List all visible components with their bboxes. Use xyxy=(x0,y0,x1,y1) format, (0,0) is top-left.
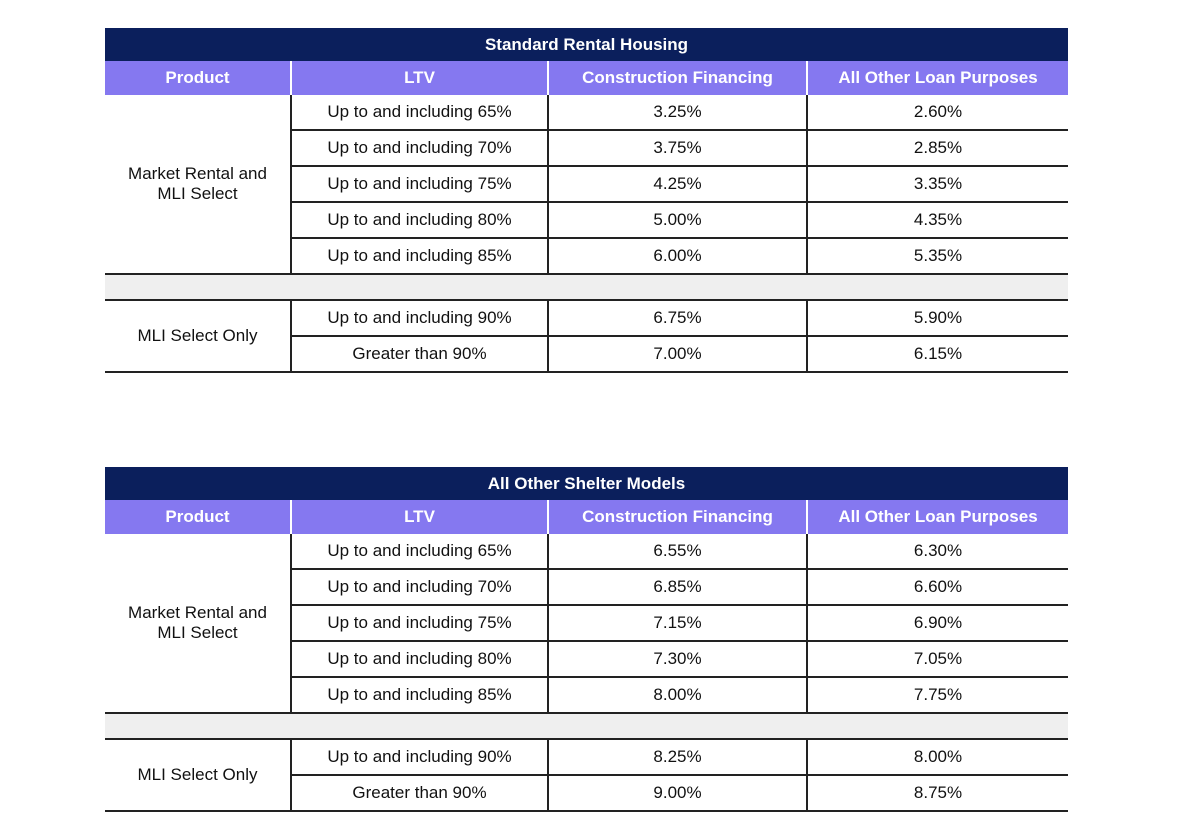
table-row: Greater than 90% 9.00% 8.75% xyxy=(105,775,1068,812)
product-cell: MLI Select Only xyxy=(105,739,292,812)
construction-rate-cell: 6.55% xyxy=(548,534,808,570)
other-rate-cell: 3.35% xyxy=(807,166,1069,203)
construction-rate-cell: 6.00% xyxy=(548,238,808,275)
other-rate-cell: 6.90% xyxy=(807,605,1068,642)
other-rate-cell: 7.05% xyxy=(807,641,1068,678)
table-row: Market Rental and MLI Select Up to and i… xyxy=(105,95,1069,275)
table-row: Up to and including 75% 4.25% 3.35% xyxy=(105,166,1069,203)
other-rate-cell: 7.75% xyxy=(807,677,1068,714)
ltv-cell: Up to and including 90% xyxy=(291,739,549,776)
ltv-cell: Up to and including 75% xyxy=(291,605,549,642)
other-rate-cell: 8.75% xyxy=(807,775,1068,812)
table-row: Up to and including 70% 6.85% 6.60% xyxy=(105,569,1068,606)
construction-rate-cell: 4.25% xyxy=(548,166,808,203)
table-row: Up to and including 85% 6.00% 5.35% xyxy=(105,238,1069,275)
ltv-cell: Up to and including 85% xyxy=(291,677,549,714)
ltv-cell: Up to and including 80% xyxy=(291,202,549,239)
construction-rate-cell: 9.00% xyxy=(548,775,808,812)
table-row: Up to and including 75% 7.15% 6.90% xyxy=(105,605,1068,642)
header-construction-financing: Construction Financing xyxy=(548,61,808,95)
table-row: Greater than 90% 7.00% 6.15% xyxy=(105,336,1069,373)
group-separator xyxy=(105,713,1068,740)
table-title-row: Standard Rental Housing xyxy=(105,28,1069,61)
header-all-other-loan-purposes: All Other Loan Purposes xyxy=(807,500,1068,534)
header-product: Product xyxy=(105,500,292,534)
ltv-cell: Up to and including 90% xyxy=(291,300,549,337)
standard-rental-housing-table: Standard Rental Housing Product LTV Cons… xyxy=(105,28,1069,373)
construction-rate-cell: 8.00% xyxy=(548,677,808,714)
header-construction-financing: Construction Financing xyxy=(548,500,808,534)
header-product: Product xyxy=(105,61,292,95)
product-cell: MLI Select Only xyxy=(105,300,292,373)
column-header-row: Product LTV Construction Financing All O… xyxy=(105,61,1069,95)
other-rate-cell: 8.00% xyxy=(807,739,1068,776)
table-row: Up to and including 80% 7.30% 7.05% xyxy=(105,641,1068,678)
table-row: Up to and including 80% 5.00% 4.35% xyxy=(105,202,1069,239)
other-rate-cell: 5.90% xyxy=(807,300,1069,337)
other-rate-cell: 4.35% xyxy=(807,202,1069,239)
header-ltv: LTV xyxy=(291,61,549,95)
header-all-other-loan-purposes: All Other Loan Purposes xyxy=(807,61,1069,95)
ltv-cell: Up to and including 85% xyxy=(291,238,549,275)
header-ltv: LTV xyxy=(291,500,549,534)
construction-rate-cell: 8.25% xyxy=(548,739,808,776)
table-row: Up to and including 85% 8.00% 7.75% xyxy=(105,677,1068,714)
ltv-cell: Up to and including 75% xyxy=(291,166,549,203)
other-rate-cell: 5.35% xyxy=(807,238,1069,275)
construction-rate-cell: 7.15% xyxy=(548,605,808,642)
construction-rate-cell: 7.30% xyxy=(548,641,808,678)
construction-rate-cell: 7.00% xyxy=(548,336,808,373)
ltv-cell: Up to and including 70% xyxy=(291,130,549,167)
construction-rate-cell: 5.00% xyxy=(548,202,808,239)
ltv-cell: Up to and including 70% xyxy=(291,569,549,606)
ltv-cell: Greater than 90% xyxy=(291,775,549,812)
construction-rate-cell: 3.25% xyxy=(548,95,808,131)
construction-rate-cell: 6.75% xyxy=(548,300,808,337)
table-title: All Other Shelter Models xyxy=(105,467,1068,500)
other-rate-cell: 6.15% xyxy=(807,336,1069,373)
other-rate-cell: 2.85% xyxy=(807,130,1069,167)
ltv-cell: Greater than 90% xyxy=(291,336,549,373)
all-other-shelter-models-table: All Other Shelter Models Product LTV Con… xyxy=(105,467,1068,812)
other-rate-cell: 6.60% xyxy=(807,569,1068,606)
table-row: Up to and including 70% 3.75% 2.85% xyxy=(105,130,1069,167)
table-row: Market Rental and MLI Select Up to and i… xyxy=(105,534,1068,714)
ltv-cell: Up to and including 65% xyxy=(291,95,549,131)
construction-rate-cell: 3.75% xyxy=(548,130,808,167)
other-rate-cell: 2.60% xyxy=(807,95,1069,131)
table-row: MLI Select Only Up to and including 90% … xyxy=(105,739,1068,812)
ltv-cell: Up to and including 80% xyxy=(291,641,549,678)
group-separator xyxy=(105,274,1069,301)
table-row: MLI Select Only Up to and including 90% … xyxy=(105,300,1069,373)
product-cell: Market Rental and MLI Select xyxy=(105,95,292,275)
column-header-row: Product LTV Construction Financing All O… xyxy=(105,500,1068,534)
table-title: Standard Rental Housing xyxy=(105,28,1069,61)
product-cell: Market Rental and MLI Select xyxy=(105,534,292,714)
other-rate-cell: 6.30% xyxy=(807,534,1068,570)
table-title-row: All Other Shelter Models xyxy=(105,467,1068,500)
construction-rate-cell: 6.85% xyxy=(548,569,808,606)
ltv-cell: Up to and including 65% xyxy=(291,534,549,570)
